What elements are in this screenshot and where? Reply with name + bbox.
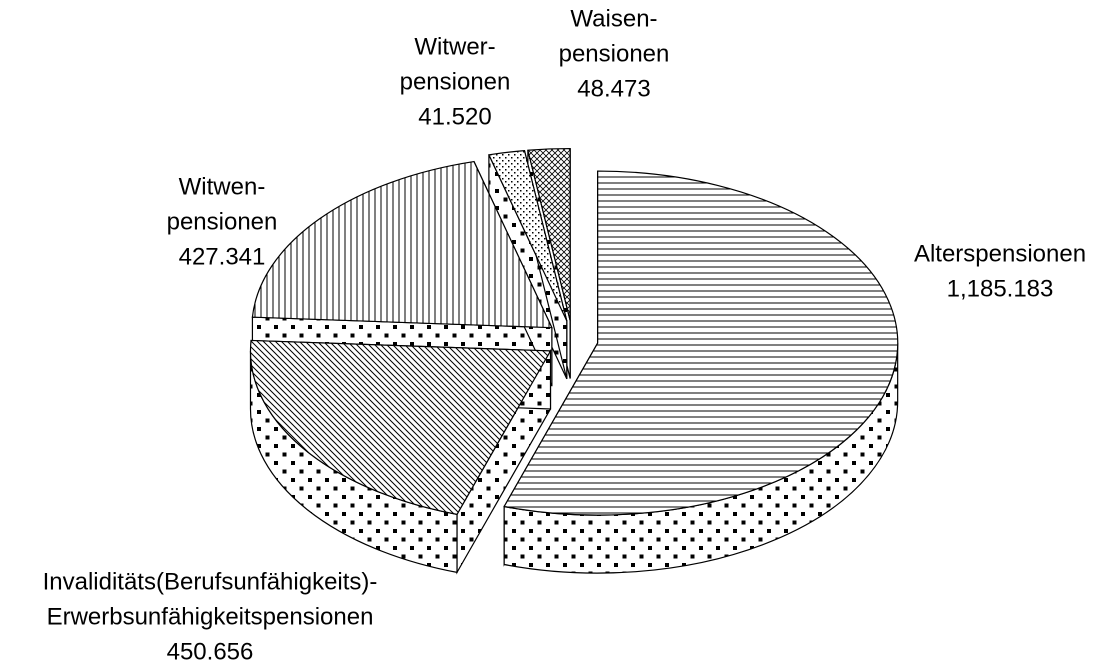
slice-label: Erwerbsunfähigkeitspensionen bbox=[47, 603, 374, 630]
pie bbox=[249, 147, 899, 575]
slice-label: pensionen bbox=[559, 40, 670, 67]
value-label: 427.341 bbox=[179, 243, 266, 270]
value-label: 450.656 bbox=[167, 638, 254, 665]
value-label: 48.473 bbox=[577, 75, 650, 102]
pie-slice bbox=[249, 339, 552, 516]
labels: Alterspensionen 1,185.183 Invaliditäts(Ber… bbox=[43, 5, 1086, 665]
slice-label: Alterspensionen bbox=[914, 240, 1086, 267]
slice-label: pensionen bbox=[400, 68, 511, 95]
slice-label: Waisen- bbox=[570, 5, 657, 32]
slice-label: Witwer- bbox=[414, 33, 495, 60]
slice-label: Witwen- bbox=[179, 173, 266, 200]
value-label: 1,185.183 bbox=[947, 275, 1054, 302]
pie-slice bbox=[527, 147, 571, 321]
slice-label: Invaliditäts(Berufsunfähigkeits)- bbox=[43, 568, 378, 595]
pie-slice bbox=[488, 149, 568, 322]
slice-label: pensionen bbox=[167, 208, 278, 235]
pie-slice bbox=[251, 160, 553, 329]
pie-slice bbox=[503, 170, 899, 516]
value-label: 41.520 bbox=[418, 103, 491, 130]
